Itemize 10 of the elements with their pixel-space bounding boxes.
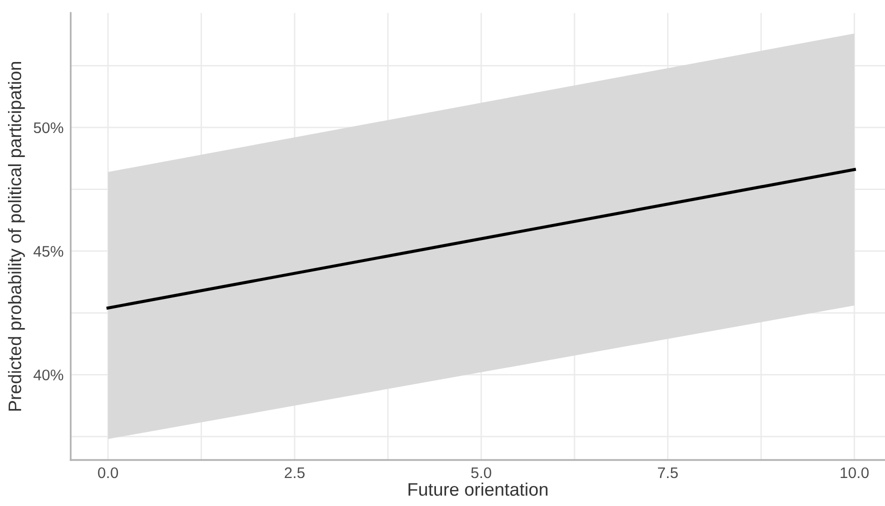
x-tick-label: 0.0 bbox=[98, 467, 118, 478]
y-tick-label: 45% bbox=[34, 246, 64, 257]
y-tick-label: 50% bbox=[34, 122, 64, 134]
x-tick-label: 2.5 bbox=[284, 467, 305, 478]
x-axis-title: Future orientation bbox=[408, 482, 548, 496]
y-tick-label: 40% bbox=[34, 370, 64, 380]
x-tick-label: 10.0 bbox=[840, 467, 869, 478]
x-tick-label: 7.5 bbox=[658, 468, 678, 478]
x-tick-label: 5.0 bbox=[471, 467, 492, 478]
y-axis-title: Predicted probability of political participation bbox=[8, 62, 25, 411]
